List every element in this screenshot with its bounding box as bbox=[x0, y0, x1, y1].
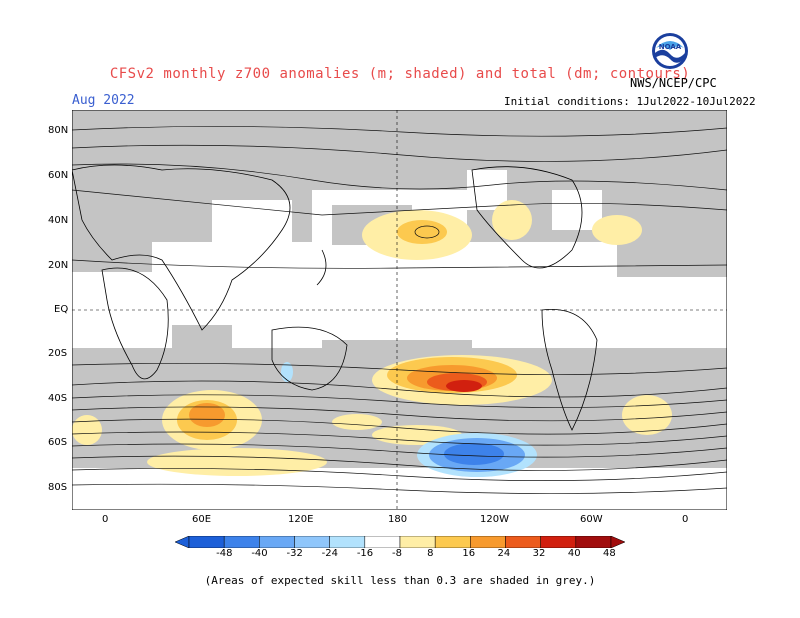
lat-label: 80N bbox=[48, 125, 69, 136]
negative-anomalies bbox=[281, 362, 537, 477]
colorbar bbox=[175, 536, 625, 548]
lon-label: 0 bbox=[682, 514, 689, 525]
colorbar-tick-label: 40 bbox=[567, 548, 581, 559]
lon-label: 0 bbox=[102, 514, 109, 525]
lon-label: 120E bbox=[288, 514, 314, 525]
height-contours bbox=[72, 126, 727, 494]
colorbar-arrow-low bbox=[175, 536, 190, 548]
colorbar-tick-label: 48 bbox=[603, 548, 616, 559]
lon-label: 120W bbox=[480, 514, 509, 525]
colorbar-cell bbox=[540, 536, 577, 548]
colorbar-tick-label: 8 bbox=[427, 548, 434, 559]
forecast-period: Aug 2022 bbox=[72, 93, 135, 108]
colorbar-cell bbox=[259, 536, 295, 548]
lon-label: 180 bbox=[388, 514, 408, 525]
colorbar-cell bbox=[575, 536, 612, 548]
coastlines bbox=[72, 164, 598, 431]
lat-label: 20N bbox=[48, 260, 69, 271]
colorbar-tick-label: -32 bbox=[286, 548, 303, 559]
colorbar-tick-label: 32 bbox=[532, 548, 546, 559]
colorbar-tick-label: -8 bbox=[392, 548, 402, 559]
colorbar-cell bbox=[399, 536, 436, 548]
colorbar-cell bbox=[434, 536, 471, 548]
colorbar-tick-label: 16 bbox=[462, 548, 476, 559]
colorbar-tick-label: 24 bbox=[497, 548, 511, 559]
colorbar-cell bbox=[364, 536, 401, 548]
lat-label: EQ bbox=[54, 304, 69, 315]
lat-label: 60S bbox=[48, 437, 68, 448]
lon-label: 60E bbox=[192, 514, 212, 525]
lat-label: 40S bbox=[48, 393, 68, 404]
colorbar-cell bbox=[223, 536, 260, 548]
forecast-map bbox=[72, 110, 727, 510]
lat-label: 40N bbox=[48, 215, 69, 226]
colorbar-tick-label: -24 bbox=[321, 548, 338, 559]
source-center: NWS/NCEP/CPC bbox=[630, 76, 717, 90]
chart-title: CFSv2 monthly z700 anomalies (m; shaded)… bbox=[109, 66, 691, 82]
colorbar-cell bbox=[470, 536, 506, 548]
skill-footnote: (Areas of expected skill less than 0.3 a… bbox=[204, 574, 596, 587]
colorbar-tick-label: -16 bbox=[356, 548, 374, 559]
colorbar-tick-label: -48 bbox=[216, 548, 233, 559]
colorbar-cell bbox=[294, 536, 330, 548]
colorbar-cell bbox=[188, 536, 225, 548]
colorbar-arrow-high bbox=[610, 536, 625, 548]
colorbar-cell bbox=[505, 536, 541, 548]
lat-label: 80S bbox=[48, 482, 68, 493]
svg-text:NOAA: NOAA bbox=[659, 43, 682, 51]
colorbar-tick-label: -40 bbox=[251, 548, 268, 559]
noaa-logo: NOAA bbox=[652, 33, 688, 69]
lat-label: 60N bbox=[48, 170, 69, 181]
initial-conditions: Initial conditions: 1Jul2022-10Jul2022 bbox=[504, 95, 756, 108]
lon-label: 60W bbox=[580, 514, 603, 525]
colorbar-cell bbox=[329, 536, 366, 548]
lat-label: 20S bbox=[48, 348, 68, 359]
